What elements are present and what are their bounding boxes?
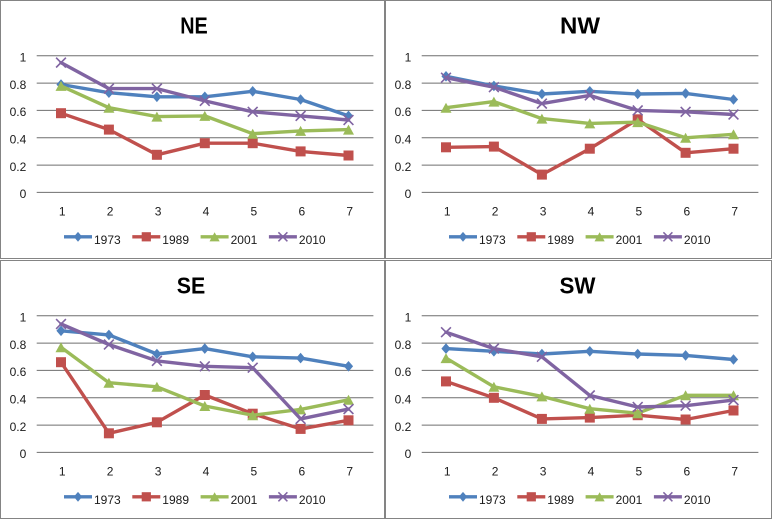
svg-text:0: 0 — [20, 447, 27, 461]
svg-text:2001: 2001 — [616, 233, 643, 247]
svg-text:2: 2 — [492, 204, 499, 218]
svg-text:SW: SW — [560, 272, 596, 298]
svg-text:2: 2 — [107, 464, 114, 478]
svg-text:0.4: 0.4 — [10, 393, 27, 407]
svg-text:0.6: 0.6 — [395, 105, 412, 119]
svg-text:0.2: 0.2 — [10, 420, 27, 434]
svg-text:1989: 1989 — [547, 233, 574, 247]
svg-text:3: 3 — [155, 204, 162, 218]
svg-text:2001: 2001 — [231, 233, 258, 247]
svg-text:1: 1 — [20, 311, 27, 325]
svg-text:3: 3 — [540, 464, 547, 478]
svg-text:2001: 2001 — [231, 493, 258, 507]
svg-text:6: 6 — [298, 464, 305, 478]
svg-text:0.6: 0.6 — [395, 365, 412, 379]
svg-text:SE: SE — [177, 272, 206, 298]
svg-text:6: 6 — [683, 464, 690, 478]
svg-text:0.4: 0.4 — [10, 133, 27, 147]
svg-text:1989: 1989 — [162, 493, 189, 507]
svg-text:2010: 2010 — [299, 493, 326, 507]
svg-text:0.6: 0.6 — [10, 365, 27, 379]
svg-text:4: 4 — [203, 464, 210, 478]
svg-text:2: 2 — [492, 464, 499, 478]
svg-text:7: 7 — [731, 204, 738, 218]
svg-text:2010: 2010 — [299, 233, 326, 247]
svg-text:4: 4 — [588, 464, 595, 478]
svg-text:0.2: 0.2 — [395, 420, 412, 434]
svg-text:5: 5 — [251, 464, 258, 478]
svg-text:NW: NW — [560, 12, 600, 38]
svg-text:0.2: 0.2 — [395, 160, 412, 174]
svg-text:2010: 2010 — [684, 493, 711, 507]
svg-text:1: 1 — [444, 204, 451, 218]
svg-text:0.8: 0.8 — [395, 338, 412, 352]
svg-text:1989: 1989 — [162, 233, 189, 247]
svg-text:2001: 2001 — [616, 493, 643, 507]
svg-text:4: 4 — [203, 204, 210, 218]
svg-text:NE: NE — [180, 12, 208, 38]
svg-text:0.4: 0.4 — [395, 393, 412, 407]
svg-text:1: 1 — [59, 464, 66, 478]
svg-text:1973: 1973 — [94, 493, 121, 507]
svg-text:6: 6 — [683, 204, 690, 218]
svg-text:0.4: 0.4 — [395, 133, 412, 147]
svg-text:0: 0 — [405, 187, 412, 201]
svg-text:1: 1 — [405, 311, 412, 325]
svg-text:3: 3 — [155, 464, 162, 478]
svg-text:1973: 1973 — [94, 233, 121, 247]
svg-text:1973: 1973 — [479, 493, 506, 507]
svg-text:7: 7 — [346, 204, 353, 218]
svg-text:0.2: 0.2 — [10, 160, 27, 174]
svg-text:3: 3 — [540, 204, 547, 218]
svg-text:1973: 1973 — [479, 233, 506, 247]
svg-text:4: 4 — [588, 204, 595, 218]
svg-text:0.8: 0.8 — [10, 78, 27, 92]
svg-text:1: 1 — [59, 204, 66, 218]
svg-text:5: 5 — [251, 204, 258, 218]
svg-text:7: 7 — [346, 464, 353, 478]
svg-text:5: 5 — [636, 204, 643, 218]
svg-text:0.8: 0.8 — [395, 78, 412, 92]
svg-text:7: 7 — [731, 464, 738, 478]
svg-text:0.6: 0.6 — [10, 105, 27, 119]
svg-text:6: 6 — [298, 204, 305, 218]
svg-text:2010: 2010 — [684, 233, 711, 247]
svg-text:0.8: 0.8 — [10, 338, 27, 352]
svg-text:0: 0 — [405, 447, 412, 461]
svg-text:1: 1 — [20, 51, 27, 65]
svg-text:1: 1 — [405, 51, 412, 65]
svg-text:0: 0 — [20, 187, 27, 201]
svg-text:1989: 1989 — [547, 493, 574, 507]
svg-text:5: 5 — [636, 464, 643, 478]
svg-text:1: 1 — [444, 464, 451, 478]
svg-text:2: 2 — [107, 204, 114, 218]
